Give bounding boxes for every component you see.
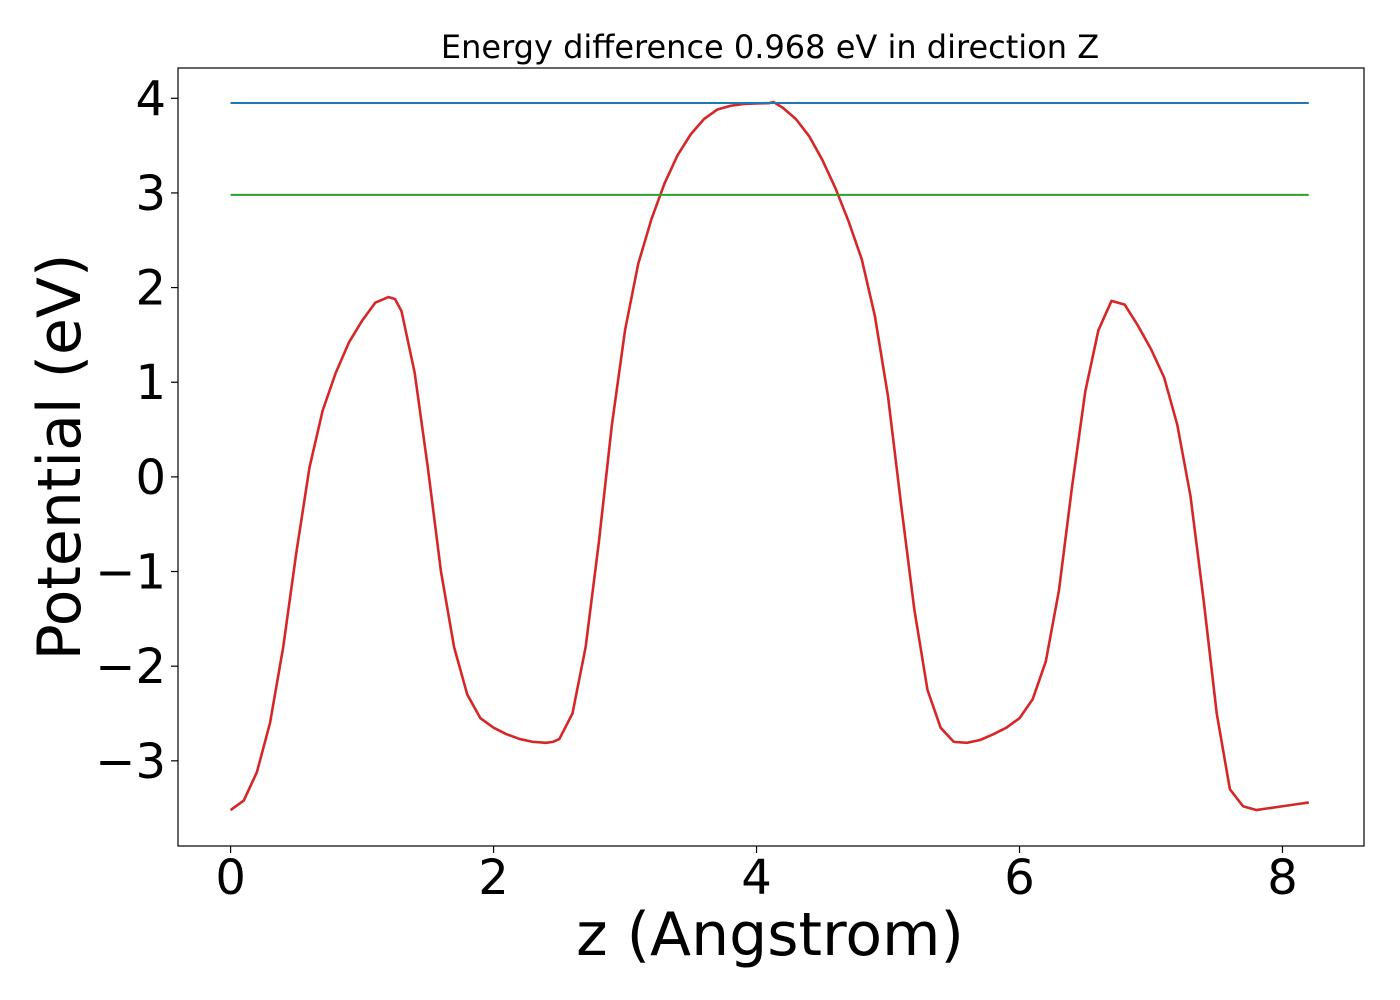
y-tick-label: −3 — [95, 734, 166, 790]
x-tick-label: 8 — [1267, 850, 1298, 906]
x-tick-label: 0 — [215, 850, 246, 906]
y-tick-label: 3 — [135, 166, 166, 222]
x-axis-label: z (Angstrom) — [576, 900, 964, 970]
series-layer — [229, 100, 1309, 812]
y-tick-label: 4 — [135, 71, 166, 127]
y-tick-label: 2 — [135, 261, 166, 317]
x-tick-label: 6 — [1004, 850, 1035, 906]
potential-curve — [229, 100, 1309, 812]
chart-title: Energy difference 0.968 eV in direction … — [441, 28, 1099, 66]
plot-frame — [177, 67, 1365, 847]
y-axis-ticks: −3 −2 −1 0 1 2 3 4 — [95, 71, 178, 790]
x-tick-label: 4 — [741, 850, 772, 906]
y-tick-label: −1 — [95, 545, 166, 601]
y-tick-label: 1 — [135, 355, 166, 411]
x-axis-ticks: 0 2 4 6 8 — [215, 846, 1298, 906]
y-tick-label: −2 — [95, 639, 166, 695]
y-tick-label: 0 — [135, 450, 166, 506]
x-tick-label: 2 — [478, 850, 509, 906]
y-axis-label: Potential (eV) — [25, 254, 95, 661]
